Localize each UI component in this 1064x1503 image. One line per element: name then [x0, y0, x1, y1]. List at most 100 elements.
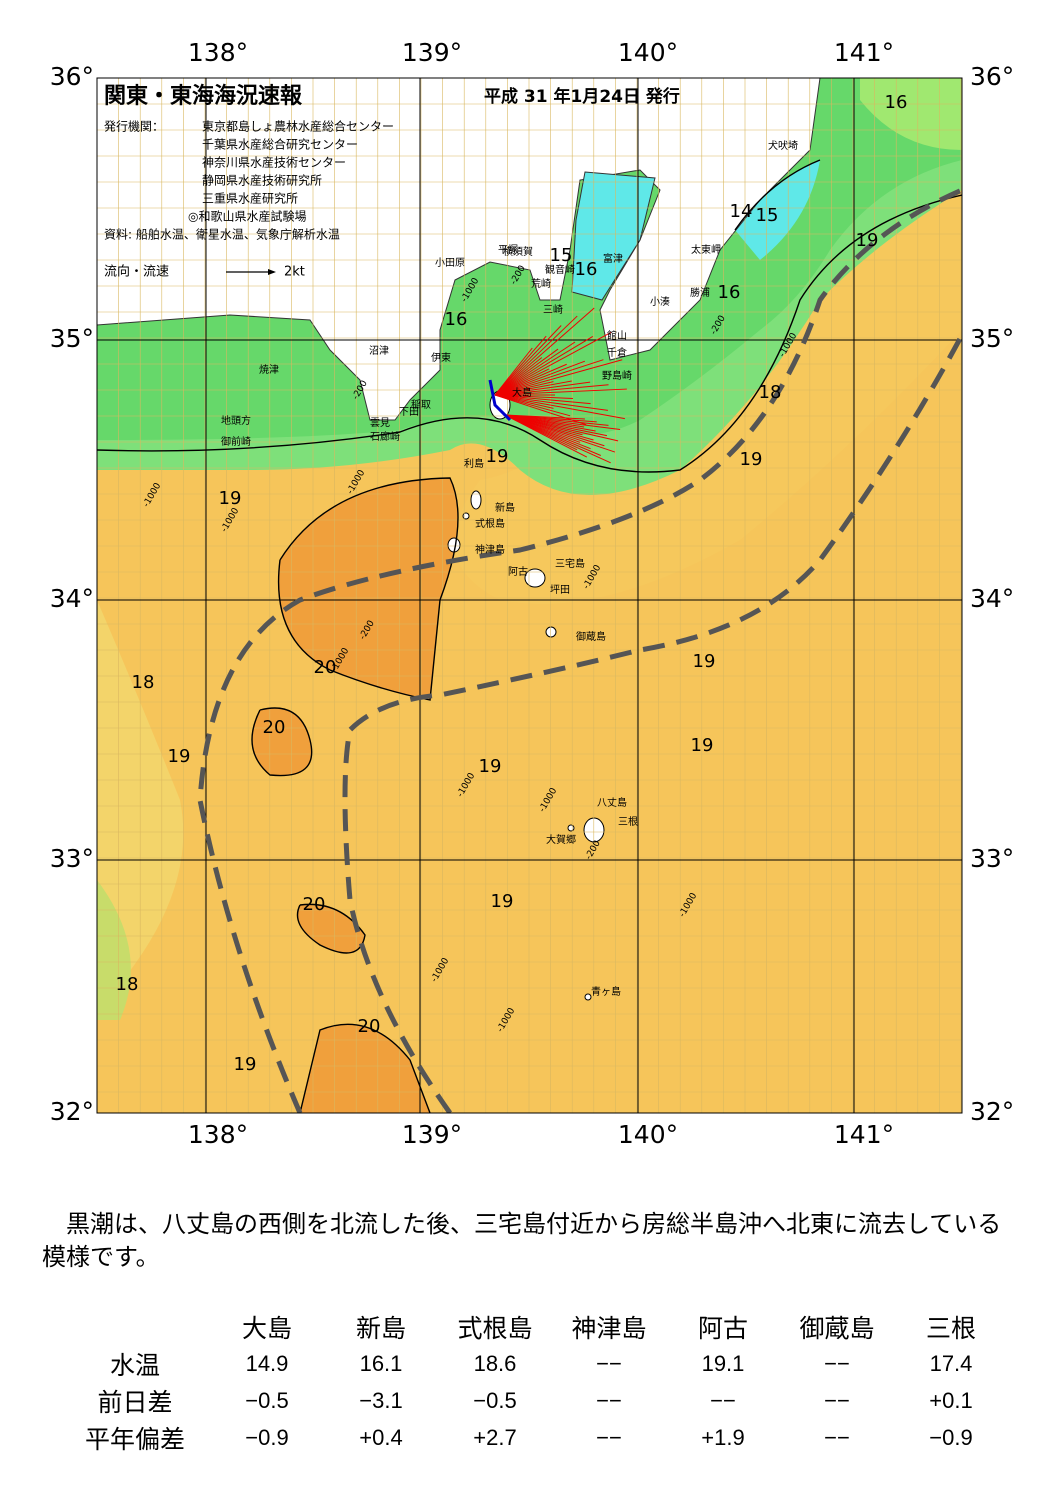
cell: 18.6	[473, 1350, 517, 1376]
current-vector	[494, 307, 595, 396]
map: 関東・東海海況速報 平成 31 年1月24日 発行 発行機関： 資料: 船舶水温…	[50, 38, 1015, 1149]
place-name: 大賀郷	[546, 833, 576, 846]
place-name: 下田	[399, 407, 419, 418]
place-name: 小湊	[650, 295, 670, 308]
current-vector	[494, 380, 572, 396]
isotherm-label: 19	[234, 1054, 257, 1075]
corner	[60, 1308, 210, 1345]
cell: −0.9	[929, 1424, 973, 1450]
current-vector	[494, 315, 578, 396]
isotherm-label: 16	[718, 282, 741, 303]
current-vector	[494, 335, 594, 396]
isotherm-label: 19	[740, 449, 763, 470]
current-vector	[504, 414, 588, 458]
place-name: 小田原	[435, 257, 465, 269]
row-label: 前日差	[97, 1388, 173, 1417]
place-name: 御前崎	[221, 435, 251, 448]
place-name: 横須賀	[503, 245, 533, 258]
column-header: 大島	[241, 1314, 292, 1343]
place-name: 雲見	[370, 417, 390, 429]
isotherm-label: 14	[730, 201, 753, 222]
latitude-label: 32°	[50, 1097, 94, 1126]
map-body	[97, 78, 962, 1113]
current-vector	[494, 325, 562, 396]
table-row: 水温 14.9 16.1 18.6 −− 19.1 −− 17.4	[60, 1345, 1008, 1382]
title: 関東・東海海況速報	[104, 83, 303, 109]
cell: −0.9	[245, 1424, 289, 1450]
isotherm-label: 20	[263, 717, 286, 738]
latitude-label: 32°	[970, 1097, 1014, 1126]
latitude-label: 36°	[50, 62, 94, 91]
place-name: 御蔵島	[576, 630, 606, 643]
longitude-label: 140°	[618, 1120, 678, 1149]
latitude-label: 36°	[970, 62, 1014, 91]
current-vector	[494, 384, 609, 396]
isotherm-label: 15	[756, 205, 779, 226]
cell: +0.4	[359, 1424, 403, 1450]
table-row: 平年偏差 −0.9 +0.4 +2.7 −− +1.9 −− −0.9	[60, 1419, 1008, 1456]
isotherm-label: 18	[132, 672, 155, 693]
place-name: 阿古	[508, 565, 528, 578]
current-vector	[494, 360, 586, 396]
publisher: 東京都島しょ農林水産総合センター	[202, 119, 394, 134]
isotherm-label: 19	[479, 756, 502, 777]
longitude-label: 140°	[618, 38, 678, 67]
latitude-label: 34°	[970, 584, 1014, 613]
isotherm-lines	[97, 159, 962, 1113]
place-name: 千倉	[607, 346, 627, 359]
legend-label: 流向・流速	[104, 264, 169, 280]
current-vector	[494, 331, 612, 396]
current-vector	[494, 394, 573, 400]
isotherm-label: 19	[168, 746, 191, 767]
place-name: 三宅島	[555, 557, 585, 570]
cell: 16.1	[359, 1350, 403, 1376]
place-name: 館山	[607, 329, 627, 342]
issue-date: 平成 31 年1月24日 発行	[484, 86, 680, 107]
latitude-label: 34°	[50, 584, 94, 613]
place-name: 沼津	[369, 344, 389, 357]
row-label: 平年偏差	[84, 1425, 185, 1454]
current-vector	[494, 359, 604, 396]
cell: +1.9	[701, 1424, 745, 1450]
publisher: 三重県水産研究所	[202, 191, 298, 206]
cell: 14.9	[245, 1350, 289, 1376]
place-name: 荒崎	[531, 277, 551, 290]
place-name: 野島崎	[602, 369, 632, 382]
longitude-label: 141°	[834, 1120, 894, 1149]
cell: −−	[596, 1387, 622, 1413]
place-name: 観音崎	[545, 263, 575, 276]
place-name: 坪田	[550, 583, 570, 596]
isotherm-label: 15	[550, 245, 573, 266]
column-header: 式根島	[457, 1314, 533, 1343]
column-header: 新島	[355, 1314, 406, 1343]
isotherm-label: 18	[116, 974, 139, 995]
row-label: 水温	[109, 1351, 160, 1380]
isotherm-label: 19	[856, 230, 879, 251]
current-vector	[494, 394, 571, 417]
summary: 黒潮は、八丈島の西側を北流した後、三宅島付近から房総半島沖へ北東に流去している模…	[42, 1210, 1002, 1271]
place-name: 神津島	[475, 543, 505, 556]
table-row: 前日差 −0.5 −3.1 −0.5 −− −− −− +0.1	[60, 1382, 1008, 1419]
place-name: 三崎	[543, 303, 563, 316]
isotherm-label: 19	[691, 735, 714, 756]
place-name: 稲取	[411, 399, 431, 411]
current-vectors	[494, 307, 627, 464]
source: 資料: 船舶水温、衛星水温、気象庁解析水温	[104, 227, 340, 242]
isotherm-label: 19	[693, 651, 716, 672]
column-header: 阿古	[697, 1314, 748, 1343]
island-temperature-table: 大島 新島 式根島 神津島 阿古 御蔵島 三根 水温 14.9 16.1 18.6 −− 19.1 −−…	[60, 1308, 1008, 1456]
isotherm-label: 16	[885, 92, 908, 113]
publisher-label: 発行機関：	[104, 119, 164, 134]
isotherm-label: 19	[491, 891, 514, 912]
place-name: 石廊崎	[370, 430, 400, 443]
kuroshio-axis	[197, 187, 962, 1113]
current-vector	[494, 341, 576, 396]
longitude-label: 138°	[188, 38, 248, 67]
current-vector	[494, 394, 609, 411]
current-vector	[494, 394, 625, 420]
cell: −−	[596, 1424, 622, 1450]
latitude-label: 35°	[50, 324, 94, 353]
column-header: 神津島	[571, 1314, 647, 1343]
latitude-label: 35°	[970, 324, 1014, 353]
